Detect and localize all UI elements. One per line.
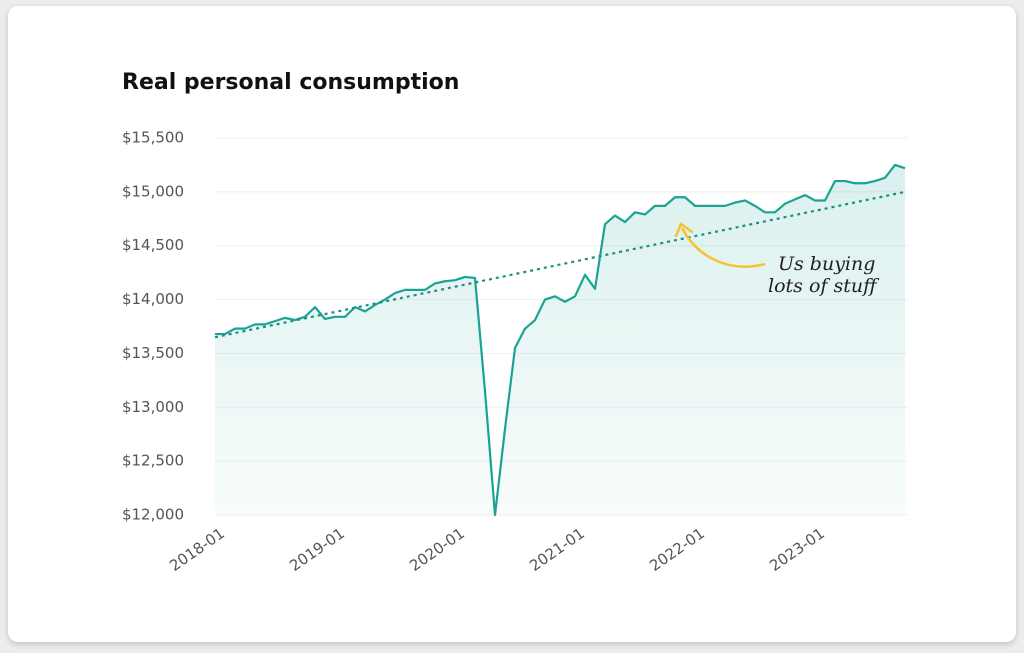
x-tick-label: 2023-01: [766, 524, 828, 575]
line: [215, 163, 906, 517]
x-tick-label: 2020-01: [406, 524, 468, 575]
annotation: Us buying: [778, 253, 875, 275]
y-tick-label: $12,500: [122, 452, 184, 470]
annotation-arrow: [680, 227, 766, 268]
trend-line: [214, 190, 906, 339]
y-tick-label: $12,000: [122, 506, 184, 524]
x-tick-label: 2021-01: [526, 524, 588, 575]
chart-title: Real personal consumption: [122, 70, 459, 95]
y-tick-label: $13,500: [122, 344, 184, 362]
x-tick-label: 2022-01: [646, 524, 708, 575]
y-tick-label: $14,000: [122, 290, 184, 308]
annotation: lots of stuff: [768, 275, 880, 297]
y-tick-label: $13,000: [122, 398, 184, 416]
area: [215, 164, 905, 515]
x-tick-label: 2019-01: [286, 524, 348, 575]
y-tick-label: $15,000: [122, 182, 184, 200]
y-tick-label: $15,500: [122, 129, 184, 147]
arrow-head: [674, 222, 694, 238]
y-tick-label: $14,500: [122, 236, 184, 254]
x-tick-label: 2018-01: [166, 524, 228, 575]
